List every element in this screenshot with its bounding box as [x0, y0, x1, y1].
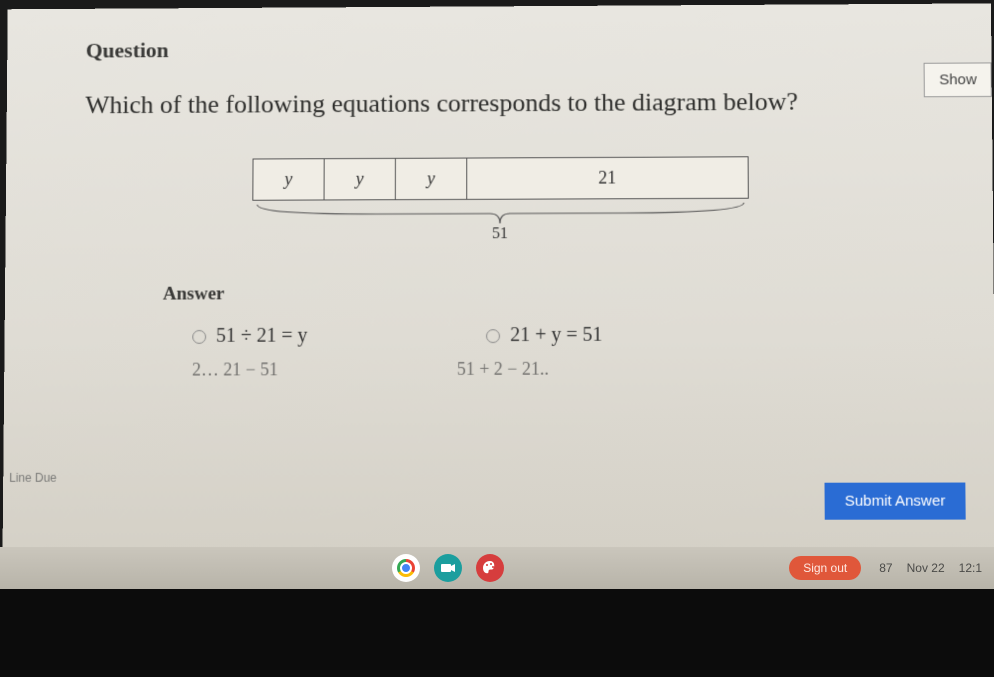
time-label: 12:1 [959, 561, 982, 575]
quiz-screen: Question Show Which of the following equ… [2, 3, 994, 560]
radio-icon [486, 329, 500, 343]
show-button[interactable]: Show [924, 62, 992, 97]
camera-icon[interactable] [434, 554, 462, 582]
tape-cell: y [253, 159, 324, 200]
tape-cell: 21 [467, 157, 748, 199]
option-1[interactable]: 51 ÷ 21 = y [192, 325, 307, 348]
date-label: Nov 22 [907, 561, 945, 575]
submit-button[interactable]: Submit Answer [824, 483, 965, 520]
option-text-partial: 2… 21 − 51 [192, 359, 278, 380]
taskbar-apps [392, 554, 504, 582]
question-heading: Question [86, 33, 992, 64]
tape-diagram: y y y 21 51 [252, 156, 749, 244]
radio-icon [192, 330, 206, 344]
question-text: Which of the following equations corresp… [85, 86, 992, 120]
answer-options: 51 ÷ 21 = y 21 + y = 51 [192, 323, 994, 348]
bezel [0, 589, 994, 677]
option-text: 21 + y = 51 [510, 324, 602, 347]
chrome-icon[interactable] [392, 554, 420, 582]
side-label: Line Due [9, 471, 57, 485]
tape-cell: y [325, 159, 396, 200]
answer-heading: Answer [163, 281, 994, 305]
tape-row: y y y 21 [252, 156, 748, 200]
answer-options-partial: 2… 21 − 51 51 + 2 − 21.. [192, 358, 994, 381]
palette-icon[interactable] [476, 554, 504, 582]
system-tray: 87 Nov 22 12:1 [879, 561, 982, 575]
option-text-partial: 51 + 2 − 21.. [457, 359, 549, 380]
tape-cell: y [396, 159, 467, 200]
taskbar: Sign out 87 Nov 22 12:1 [0, 547, 994, 589]
option-2[interactable]: 21 + y = 51 [486, 324, 602, 347]
battery-status: 87 [879, 561, 892, 575]
option-text: 51 ÷ 21 = y [216, 325, 308, 348]
signout-button[interactable]: Sign out [789, 556, 861, 580]
brace-icon [252, 201, 749, 229]
